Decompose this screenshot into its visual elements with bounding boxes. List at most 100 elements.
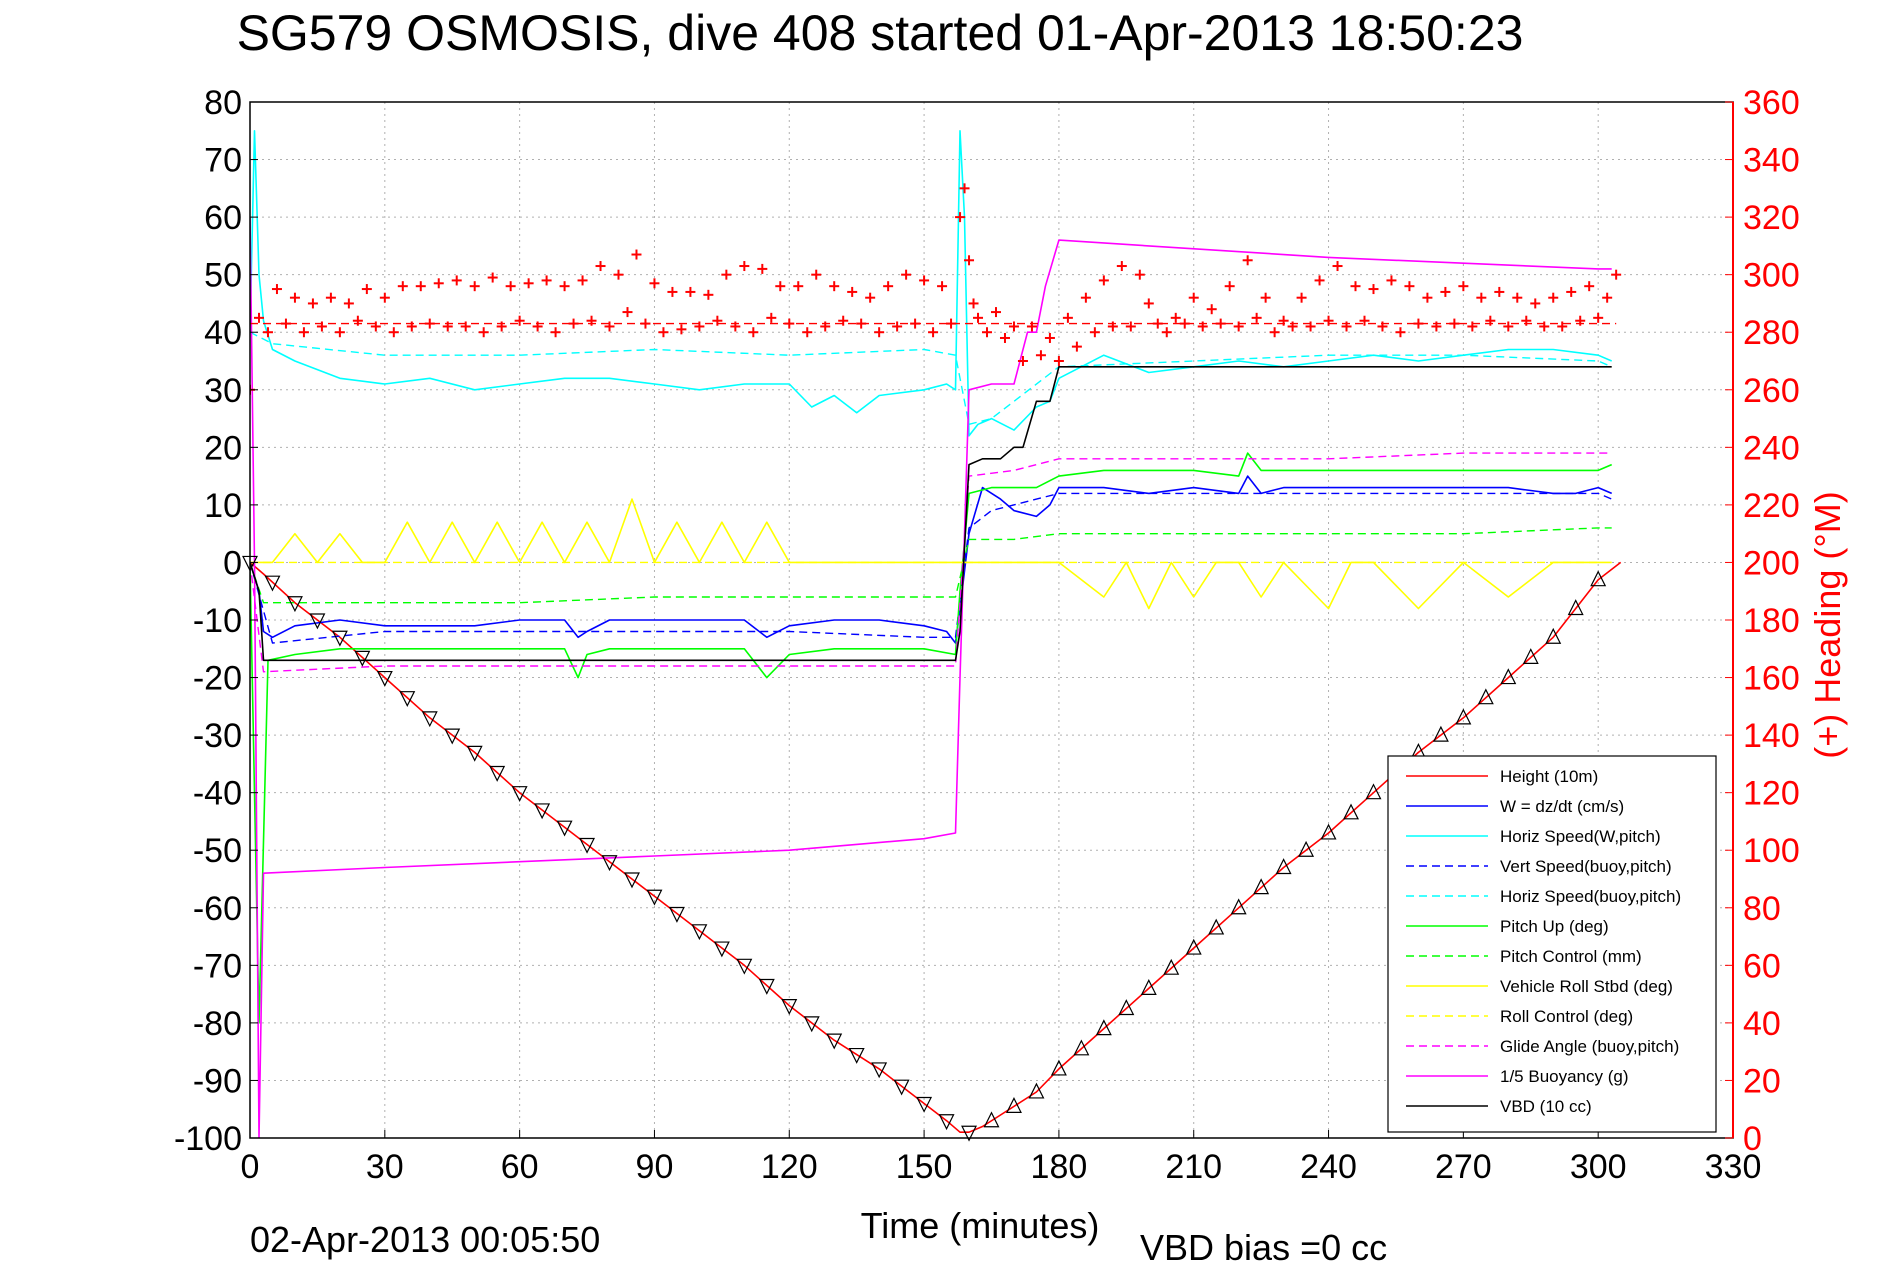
- legend-label: Height (10m): [1500, 767, 1598, 786]
- y-tick-label: -30: [193, 717, 242, 755]
- heading-point: [1395, 327, 1406, 338]
- heading-point: [856, 318, 867, 329]
- heading-point: [478, 327, 489, 338]
- heading-point: [622, 307, 633, 318]
- y-tick-label: 80: [204, 84, 242, 122]
- profile-triangle: [1477, 688, 1494, 705]
- heading-point: [1539, 321, 1550, 332]
- heading-point: [460, 321, 471, 332]
- axis-ticks: 0 30 60 90 120 150 180 210 240 270 300 330807060504…: [174, 84, 1800, 1186]
- heading-point: [559, 281, 570, 292]
- heading-point: [820, 321, 831, 332]
- profile-triangle: [399, 691, 416, 708]
- heading-point: [451, 275, 462, 286]
- heading-point: [959, 183, 970, 194]
- right-tick-label: 260: [1743, 372, 1800, 410]
- heading-point: [1458, 281, 1469, 292]
- heading-point: [910, 318, 921, 329]
- right-tick-label: 140: [1743, 717, 1800, 755]
- right-tick-label: 120: [1743, 775, 1800, 813]
- profile-triangle: [826, 1033, 843, 1050]
- heading-point: [757, 263, 768, 274]
- profile-triangle: [1185, 938, 1202, 955]
- heading-point: [1080, 292, 1091, 303]
- heading-point: [1206, 304, 1217, 315]
- heading-point: [1125, 321, 1136, 332]
- heading-point: [1503, 321, 1514, 332]
- x-tick-label: 90: [636, 1148, 674, 1186]
- series-horiz-speed-buoy-pitch: [250, 331, 1612, 425]
- right-tick-label: 20: [1743, 1062, 1781, 1100]
- right-tick-label: 80: [1743, 890, 1781, 928]
- heading-point: [784, 318, 795, 329]
- heading-point: [640, 318, 651, 329]
- y-tick-label: -80: [193, 1005, 242, 1043]
- profile-triangle: [444, 728, 461, 745]
- heading-point: [505, 281, 516, 292]
- heading-point: [577, 275, 588, 286]
- legend-label: Horiz Speed(W,pitch): [1500, 827, 1661, 846]
- heading-point: [1161, 327, 1172, 338]
- heading-point: [1044, 332, 1055, 343]
- heading-point: [982, 327, 993, 338]
- heading-point: [829, 281, 840, 292]
- y-tick-label: -20: [193, 660, 242, 698]
- heading-point: [442, 321, 453, 332]
- heading-point: [1053, 356, 1064, 366]
- heading-point: [298, 327, 309, 338]
- heading-point: [901, 269, 912, 280]
- heading-markers: [250, 183, 1622, 395]
- heading-point: [712, 315, 723, 326]
- heading-point: [1071, 341, 1082, 352]
- x-tick-label: 210: [1165, 1148, 1222, 1186]
- heading-point: [1305, 321, 1316, 332]
- heading-point: [1098, 275, 1109, 286]
- heading-point: [1566, 286, 1577, 297]
- heading-point: [1467, 321, 1478, 332]
- y-tick-label: -90: [193, 1062, 242, 1100]
- heading-point: [964, 255, 975, 266]
- series-pitch-up-deg: [250, 452, 1613, 1024]
- profile-triangle: [758, 978, 775, 995]
- profile-triangles: [242, 555, 1607, 1142]
- heading-point: [496, 321, 507, 332]
- legend-label: Vert Speed(buoy,pitch): [1500, 857, 1672, 876]
- heading-point: [1287, 321, 1298, 332]
- profile-triangle: [1298, 840, 1315, 857]
- heading-point: [280, 318, 291, 329]
- right-tick-label: 300: [1743, 257, 1800, 295]
- heading-point: [973, 312, 984, 323]
- x-tick-label: 0: [241, 1148, 260, 1186]
- profile-triangle: [1455, 708, 1472, 725]
- x-tick-label: 240: [1300, 1148, 1357, 1186]
- heading-point: [415, 281, 426, 292]
- series-vert-speed-buoy-pitch: [250, 492, 1612, 644]
- heading-point: [613, 269, 624, 280]
- profile-triangle: [309, 613, 326, 630]
- heading-point: [1017, 356, 1028, 366]
- profile-triangle: [781, 999, 798, 1015]
- heading-point: [1512, 292, 1523, 303]
- profile-triangle: [1365, 783, 1382, 800]
- heading-point: [1035, 350, 1046, 361]
- heading-point: [1251, 312, 1262, 323]
- heading-point: [361, 284, 372, 295]
- x-tick-label: 180: [1031, 1148, 1088, 1186]
- profile-triangle: [668, 906, 685, 923]
- heading-point: [379, 292, 390, 303]
- legend-label: Roll Control (deg): [1500, 1007, 1633, 1026]
- profile-triangle: [1500, 668, 1517, 685]
- series-glide-angle-buoy-pitch: [250, 452, 1612, 673]
- heading-point: [604, 321, 615, 332]
- heading-point: [919, 275, 930, 286]
- heading-point: [1530, 298, 1541, 309]
- heading-point: [1170, 312, 1181, 323]
- footer-date: 02-Apr-2013 00:05:50: [250, 1219, 600, 1260]
- heading-point: [514, 315, 525, 326]
- heading-point: [1476, 292, 1487, 303]
- profile-triangle: [983, 1111, 1000, 1128]
- profile-triangle: [1567, 599, 1584, 616]
- profile-triangle: [1140, 979, 1157, 995]
- heading-point: [739, 261, 750, 272]
- heading-point: [730, 321, 741, 332]
